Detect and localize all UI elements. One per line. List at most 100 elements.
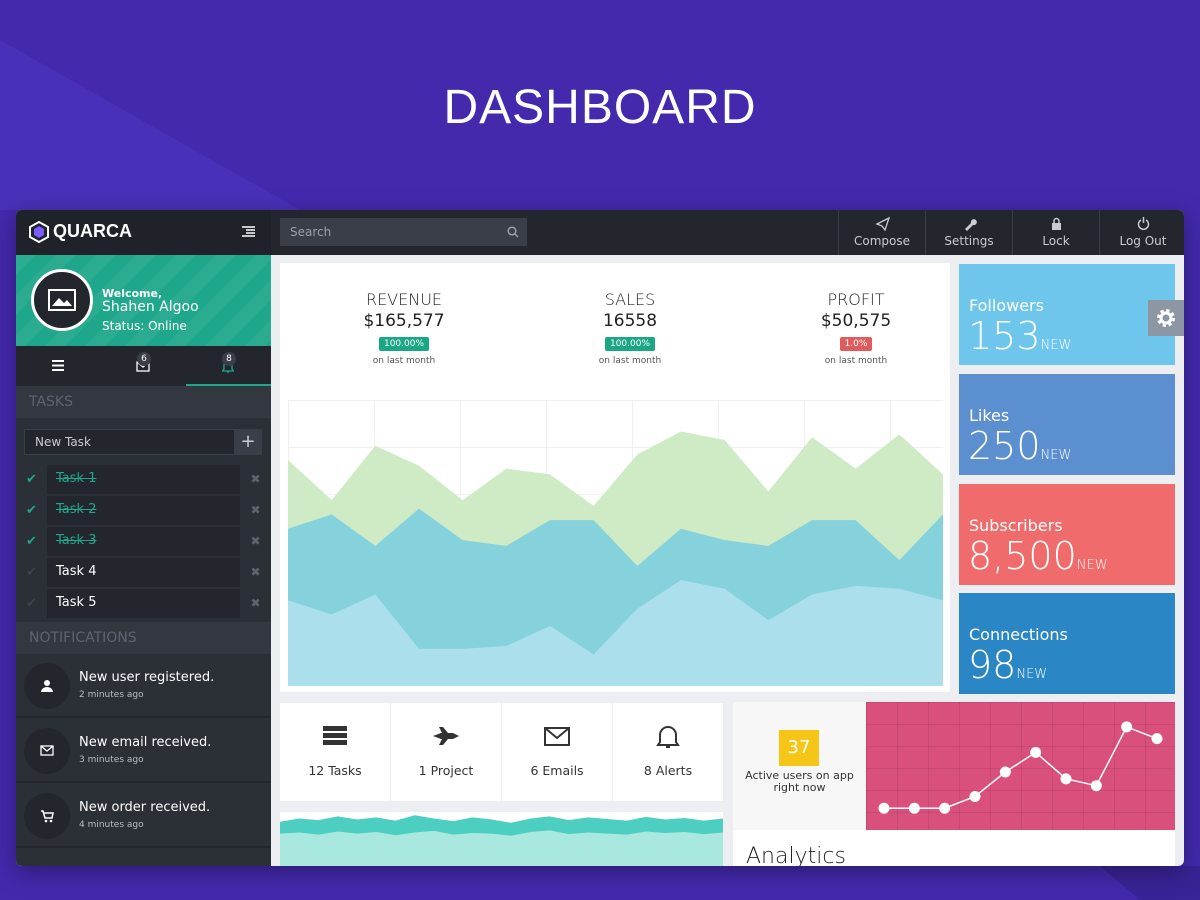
toolbar-button[interactable]: Lock xyxy=(1012,210,1099,255)
notification[interactable]: New user registered. 2 minutes ago xyxy=(16,655,271,718)
task-remove[interactable]: ✖ xyxy=(240,465,271,494)
task-remove[interactable]: ✖ xyxy=(240,527,271,556)
menu-toggle[interactable] xyxy=(242,226,255,238)
tile-label: Followers xyxy=(969,296,1044,315)
task-label: Task 4 xyxy=(56,564,97,579)
summary-item[interactable]: 8 Alerts xyxy=(613,703,723,801)
tile-suffix: NEW xyxy=(1040,448,1072,463)
toolbar-button[interactable]: Settings xyxy=(925,210,1012,255)
stat-value: $165,577 xyxy=(363,311,445,331)
line xyxy=(884,725,1158,809)
point xyxy=(1090,780,1102,792)
social-tile: Followers 153NEW xyxy=(959,264,1175,365)
stat: PROFIT $50,575 1.0% on last month xyxy=(756,290,956,366)
notification-icon xyxy=(24,793,70,839)
point xyxy=(1060,773,1072,785)
profile-panel: Welcome, Shahen Algoo Status: Online xyxy=(16,255,271,346)
search-icon[interactable] xyxy=(507,226,519,238)
stat-label: SALES xyxy=(604,290,656,309)
task-row: ✔ Task 5 ✖ xyxy=(16,589,271,618)
stat-note: on last month xyxy=(824,356,888,366)
task-remove[interactable]: ✖ xyxy=(240,496,271,525)
new-task-input[interactable]: New Task xyxy=(24,429,262,455)
task-check[interactable]: ✔ xyxy=(16,465,47,494)
toolbar-icon xyxy=(1052,217,1061,230)
area xyxy=(288,580,943,686)
tile-label: Subscribers xyxy=(969,516,1063,535)
point xyxy=(939,802,951,814)
summary-label: 6 Emails xyxy=(530,763,584,778)
notification-text: New order received. xyxy=(79,800,211,815)
task-check[interactable]: ✔ xyxy=(16,558,47,587)
notification-time: 2 minutes ago xyxy=(79,690,144,700)
task-row: ✔ Task 3 ✖ xyxy=(16,527,271,556)
stat: REVENUE $165,577 100.00% on last month xyxy=(304,290,504,366)
tile-label: Likes xyxy=(969,406,1010,425)
task-row: ✔ Task 4 ✖ xyxy=(16,558,271,587)
stat-note: on last month xyxy=(598,356,662,366)
tile-number: 98 xyxy=(968,643,1017,687)
add-task-button[interactable]: + xyxy=(234,429,262,455)
icon xyxy=(40,745,54,756)
stat-label: PROFIT xyxy=(827,290,885,309)
notification[interactable]: New email received. 3 minutes ago xyxy=(16,720,271,783)
task-check[interactable]: ✔ xyxy=(16,527,47,556)
logo xyxy=(29,221,49,243)
chart xyxy=(288,400,943,686)
active-users-text: Active users on app right now xyxy=(745,769,854,794)
point xyxy=(908,802,920,814)
summary-item[interactable]: 1 Project xyxy=(391,703,501,801)
toolbar-button[interactable]: Log Out xyxy=(1099,210,1184,255)
stat-change: 1.0% xyxy=(839,337,873,351)
settings-gear[interactable] xyxy=(1148,300,1184,336)
task-label: Task 1 xyxy=(56,471,97,486)
search-input[interactable]: Search xyxy=(280,218,527,246)
avatar[interactable] xyxy=(31,269,93,331)
toolbar-icon xyxy=(875,216,890,231)
tile-value: 250NEW xyxy=(968,424,1071,468)
point xyxy=(1121,721,1133,733)
stat-change: 100.00% xyxy=(378,337,430,351)
stat: SALES 16558 100.00% on last month xyxy=(530,290,730,366)
tile-label: Connections xyxy=(969,625,1068,644)
toolbar-button[interactable]: Compose xyxy=(838,210,925,255)
task-label: Task 5 xyxy=(56,595,97,610)
tile-number: 8,500 xyxy=(968,534,1077,578)
tab-menu[interactable] xyxy=(52,360,64,371)
tile-suffix: NEW xyxy=(1040,338,1072,353)
point xyxy=(999,766,1011,778)
stat-label: REVENUE xyxy=(365,290,443,309)
sidebar-tabs: 6 8 xyxy=(16,346,271,386)
social-tile: Connections 98NEW xyxy=(959,593,1175,694)
task-check[interactable]: ✔ xyxy=(16,496,47,525)
tile-value: 98NEW xyxy=(968,643,1047,687)
chart xyxy=(878,721,1163,814)
summary-item[interactable]: 6 Emails xyxy=(502,703,612,801)
task-remove[interactable]: ✖ xyxy=(240,589,271,618)
toolbar-label: Settings xyxy=(944,234,994,248)
summary-icon xyxy=(323,726,347,745)
user-name: Shahen Algoo xyxy=(102,299,199,315)
point xyxy=(878,802,890,814)
summary-item[interactable]: 12 Tasks xyxy=(280,703,390,801)
social-tile: Subscribers 8,500NEW xyxy=(959,484,1175,585)
stat-note: on last month xyxy=(372,356,436,366)
notification-time: 3 minutes ago xyxy=(79,755,144,765)
task-check[interactable]: ✔ xyxy=(16,589,47,618)
mail-badge: 6 xyxy=(137,352,151,366)
summary-icon xyxy=(544,727,570,746)
user-status[interactable]: Status: Online xyxy=(102,319,187,333)
task-remove[interactable]: ✖ xyxy=(240,558,271,587)
notification-text: New email received. xyxy=(79,735,212,750)
notification-icon xyxy=(24,663,70,709)
summary-icon xyxy=(656,726,680,748)
brand-bar: QUARCA xyxy=(16,210,271,255)
notification[interactable]: New order received. 4 minutes ago xyxy=(16,785,271,848)
analytics-title: Analytics xyxy=(733,830,1175,866)
task-row: ✔ Task 2 ✖ xyxy=(16,496,271,525)
area xyxy=(280,830,723,866)
icon xyxy=(41,680,53,692)
tile-value: 153NEW xyxy=(968,314,1071,358)
